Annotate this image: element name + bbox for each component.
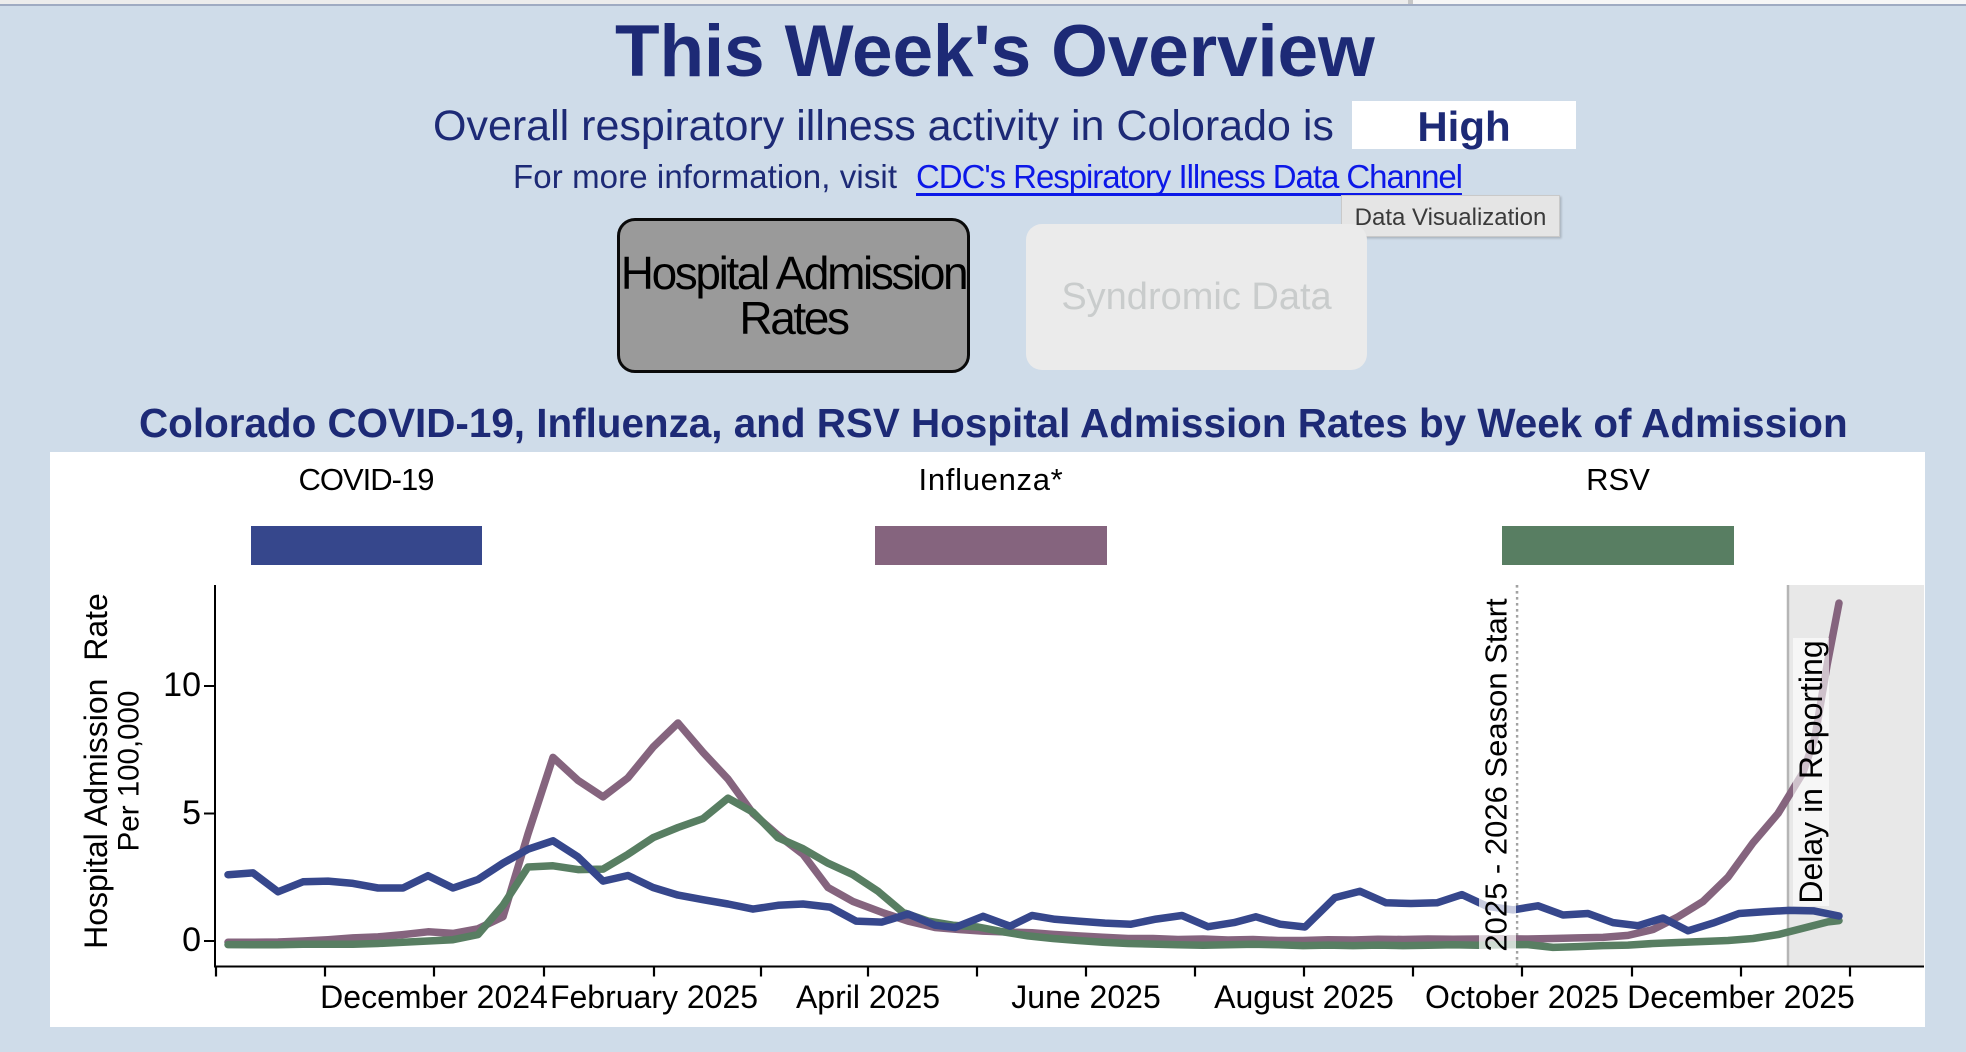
svg-text:RSV: RSV — [1586, 462, 1650, 497]
svg-text:COVID-19: COVID-19 — [299, 462, 434, 497]
svg-text:October 2025: October 2025 — [1425, 979, 1619, 1015]
svg-text:December 2025: December 2025 — [1627, 979, 1855, 1015]
svg-text:August 2025: August 2025 — [1214, 979, 1394, 1015]
svg-text:Hospital Admission Rate: Hospital Admission Rate — [78, 593, 114, 949]
svg-text:10: 10 — [163, 666, 201, 704]
svg-text:February 2025: February 2025 — [550, 979, 758, 1015]
svg-text:2025 - 2026 Season Start: 2025 - 2026 Season Start — [1479, 598, 1514, 952]
svg-text:5: 5 — [182, 794, 201, 832]
svg-text:Per 100,000: Per 100,000 — [113, 691, 146, 852]
svg-text:Delay in Reporting: Delay in Reporting — [1793, 640, 1829, 903]
svg-text:April 2025: April 2025 — [796, 979, 940, 1015]
svg-text:December 2024: December 2024 — [320, 979, 548, 1015]
svg-text:0: 0 — [182, 921, 201, 959]
svg-text:June 2025: June 2025 — [1011, 979, 1160, 1015]
svg-text:Influenza*: Influenza* — [919, 462, 1064, 497]
